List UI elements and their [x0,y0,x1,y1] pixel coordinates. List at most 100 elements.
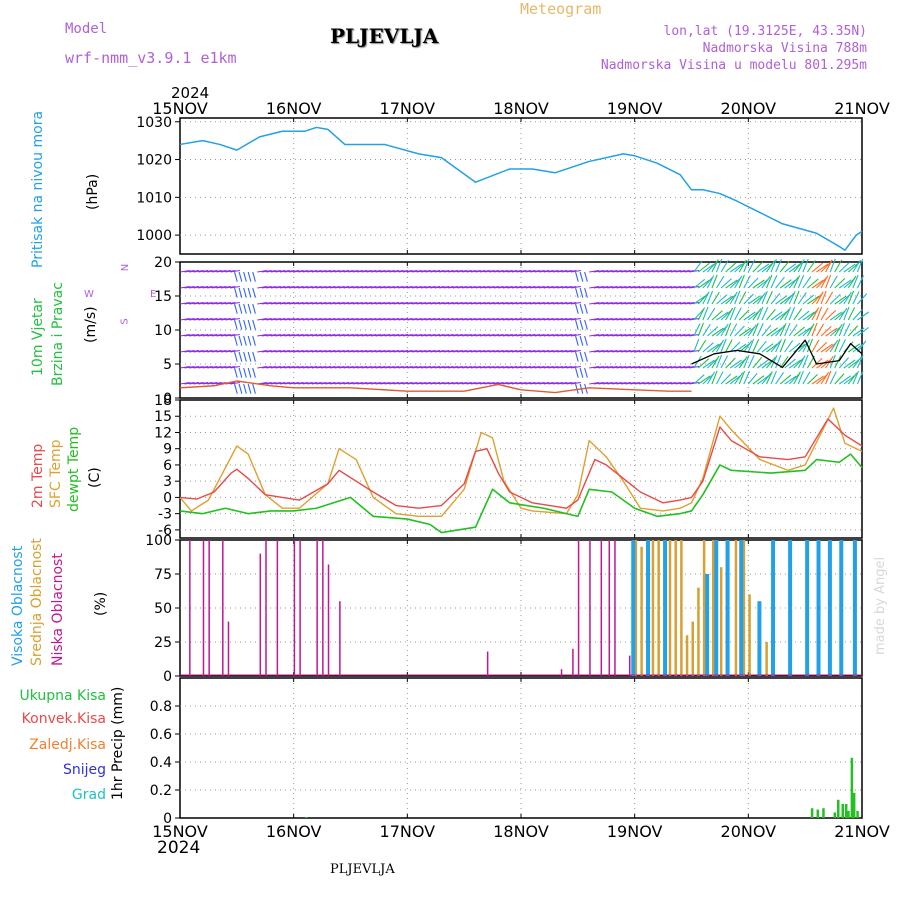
wind-arrow [266,317,277,321]
wind-arrow [247,319,252,330]
wind-arrow [220,349,231,353]
wind-arrow [788,359,802,369]
wind-arrow [270,349,281,353]
wind-arrow [734,358,746,369]
wind-arrow [179,349,190,353]
wind-arrow [402,381,413,385]
year-bottom: 2024 [157,838,201,858]
wind-arrow [334,285,345,289]
wind-arrow [457,269,468,273]
wind-arrow [661,301,672,305]
wind-arrow [284,333,295,337]
wind-arrow [852,291,860,305]
wind-arrow [279,365,290,369]
wind-arrow [557,301,568,305]
wind-arrow [434,365,445,369]
wind-arrow [311,365,322,369]
wind-arrow [379,365,391,369]
wind-arrow [666,301,677,305]
wind-arrow [193,365,204,369]
wind-arrow [766,308,776,321]
wind-arrow [706,371,715,385]
wind-arrow [420,285,431,289]
wind-arrow [557,381,568,385]
wind-arrow [579,351,584,362]
wind-arrow [843,263,856,273]
wind-arrow [766,371,773,385]
wind-arrow [630,301,641,305]
wind-arrow [757,263,770,273]
wind-arrow [470,365,481,369]
wind-arrow [598,285,609,289]
wind-arrow [461,381,472,385]
wind-arrow [266,269,277,273]
wind-arrow [729,306,736,321]
wind-arrow [670,333,682,337]
wind-arrow [589,365,600,369]
wind-arrow [225,301,236,305]
wind-arrow [302,333,313,337]
wind-arrow [470,381,481,385]
wind-arrow [625,349,636,353]
wind-arrow [325,381,336,385]
wind-arrow [238,367,243,378]
wind-arrow [293,301,304,305]
wind-arrow [370,349,381,353]
wind-arrow [598,333,609,337]
compass-w: W [84,289,94,300]
wind-arrow [370,365,381,369]
wind-arrow [393,269,404,273]
wind-arrow [343,365,354,369]
wind-arrow [566,301,577,305]
wind-arrow [207,317,218,321]
wind-arrow [234,271,238,282]
wind-arrow [743,340,753,353]
wind-arrow [779,279,792,289]
wind-arrow [311,285,322,289]
wind-arrow [370,269,381,273]
wind-arrow [520,269,531,273]
wind-arrow [697,262,710,273]
wind-arrow [761,372,772,385]
wind-arrow [461,333,472,337]
wind-arrow [366,365,377,369]
wind-arrow [461,301,472,305]
wind-arrow [366,317,377,321]
wind-arrow [489,301,500,305]
wind-arrow [680,269,691,273]
wind-arrow [543,365,554,369]
wind-arrow [225,285,236,289]
wind-arrow [530,365,541,369]
wind-arrow [202,365,213,369]
elevation-label: Nadmorska Visina 788m [702,41,867,56]
wind-arrow [579,367,584,378]
wind-arrow [684,285,695,289]
wind-arrow [584,351,588,362]
wind-arrow [775,276,785,289]
wind-arrow [207,381,218,385]
wind-arrow [680,285,691,289]
wind-arrow [570,285,581,289]
wind-speed-line [691,339,863,369]
wind-arrow [257,349,268,353]
x-tick-label-bottom: 16NOV [266,822,322,841]
wind-arrow [489,365,500,369]
wind-arrow [270,301,281,305]
wind-arrow [320,317,331,321]
wind-arrow [293,381,304,385]
wind-arrow [329,365,341,369]
wind-arrow [820,325,832,337]
wind-arrow [816,374,828,385]
wind-arrow [366,381,377,385]
wind-arrow [807,278,819,289]
wind-arrow [611,285,622,289]
wind-arrow [675,317,686,321]
wind-arrow [847,372,858,385]
temp-2m-line [179,418,863,509]
wind-arrow [816,323,825,337]
wind-arrow [680,333,691,337]
wind-arrow [416,269,427,273]
wind-arrow [847,262,860,273]
low-cloud-bar [208,540,210,676]
wind-arrow [457,349,468,353]
